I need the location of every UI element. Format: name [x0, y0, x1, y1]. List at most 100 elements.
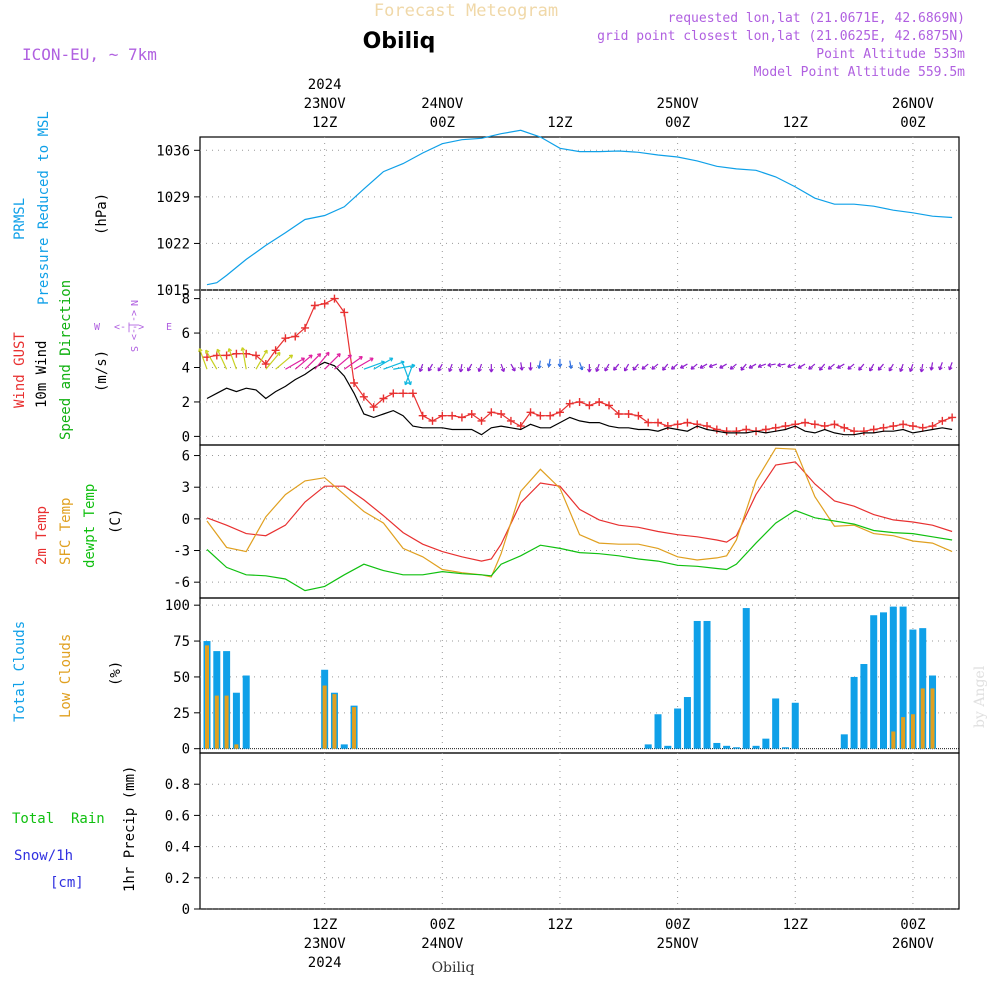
y-tick-label: 0.6 [165, 808, 190, 824]
wind-arrow [595, 363, 600, 372]
footer-location: Obiliq [432, 960, 475, 976]
wind-arrow [699, 363, 708, 369]
wind-arrow [729, 363, 737, 370]
total-cloud-bar [674, 708, 682, 749]
gust-marker [889, 422, 898, 431]
gust-marker [899, 420, 908, 429]
wind-arrow-head [557, 363, 563, 368]
wind-arrow-head [613, 366, 618, 371]
y-tick-label: 1036 [156, 143, 190, 159]
wind-arrow [758, 363, 767, 368]
total-cloud-bar [762, 738, 770, 749]
top-time-axis: 2024 23NOV 12Z 24NOV 00Z 12Z 25NOV 00Z 12Z 26NOV 0… [304, 77, 935, 131]
wind-arrow [353, 357, 374, 370]
low-cloud-bar [910, 714, 915, 749]
time-label: 12Z [547, 115, 572, 131]
wind-arrow-head [690, 365, 695, 370]
wind-arrow [314, 351, 330, 370]
wind-arrow-head [797, 364, 802, 369]
gust-marker [369, 403, 378, 412]
wind-arrow [343, 356, 363, 370]
precip-panel [199, 752, 960, 910]
total-clouds-label: Total Clouds [12, 621, 28, 722]
wind-arrow [740, 363, 747, 371]
low-cloud-bar [234, 744, 239, 749]
wind-arrow-head [869, 367, 874, 372]
low-cloud-bar [920, 688, 925, 749]
cloud-unit: (%) [108, 661, 124, 686]
wind-arrow [265, 351, 281, 370]
wind-arrow [373, 357, 394, 370]
bottom-time-axis: 12Z 23NOV 2024 00Z 24NOV 12Z 00Z 25NOV 12Z 00Z 26N… [304, 917, 935, 971]
total-cloud-bar [664, 745, 672, 749]
series-line-dewpt-temp [206, 509, 953, 592]
wind-unit: (m/s) [94, 350, 110, 392]
wind-arrow-head [404, 381, 409, 386]
low-cloud-bar [901, 717, 906, 749]
wind-arrow [216, 349, 228, 370]
wind-arrow [205, 349, 218, 370]
y-tick-label: 100 [165, 598, 190, 614]
gust-marker [859, 427, 868, 436]
wind-arrow [797, 363, 806, 369]
temp-sfc-label: SFC Temp [58, 498, 74, 565]
wind-arrow [228, 348, 237, 370]
series-line-sfc-temp [206, 447, 953, 578]
gust-marker [506, 416, 515, 425]
wind-arrow-head [777, 362, 782, 368]
wind-arrow [448, 363, 453, 372]
gust-marker [663, 422, 672, 431]
compass-rose: N S W E <-|-> <-|-> [94, 300, 172, 352]
wind-arrow-head [198, 348, 203, 353]
wind-arrow [604, 363, 610, 372]
gust-marker [928, 422, 937, 431]
y-tick-label: 25 [173, 706, 190, 722]
wind-arrow [787, 363, 796, 368]
total-cloud-bar [840, 734, 848, 749]
wind-arrow [909, 363, 914, 372]
y-tick-label: 0.2 [165, 871, 190, 887]
wind-arrow [363, 361, 385, 370]
gust-marker [693, 420, 702, 429]
time-label: 00Z [665, 917, 690, 933]
y-tick-label: -6 [173, 575, 190, 591]
gust-marker [781, 422, 790, 431]
temp-2m-label: 2m Temp [34, 506, 50, 565]
wind-arrow-head [651, 365, 656, 370]
low-cloud-bar [205, 645, 209, 749]
wind-10m-label: 10m Wind [34, 341, 50, 408]
total-cloud-bar [232, 692, 240, 749]
gust-marker [644, 418, 653, 427]
wind-arrow-head [369, 357, 374, 362]
wind-arrow-head [489, 368, 494, 373]
point-altitude: Point Altitude 533m [816, 47, 965, 62]
wind-arrow-head [477, 368, 482, 373]
compass-west: W [94, 322, 101, 333]
wind-arrow-head [240, 347, 246, 352]
gust-marker [918, 423, 927, 432]
gust-marker [408, 389, 417, 398]
gust-marker [261, 360, 270, 369]
wind-arrow [939, 362, 943, 371]
wind-arrow-head [227, 348, 232, 353]
wind-arrow [748, 363, 757, 369]
wind-arrow-head [467, 367, 472, 372]
wind-arrow-head [899, 368, 904, 373]
wind-arrow-head [216, 348, 221, 353]
gust-marker [850, 427, 859, 436]
gust-marker [722, 427, 731, 436]
wind-arrow-head [632, 366, 637, 371]
wind-arrow-head [604, 367, 609, 372]
wind-arrow-head [662, 366, 667, 371]
wind-arrow [500, 363, 505, 372]
wind-arrow-head [568, 365, 573, 369]
y-tick-label: 0 [182, 742, 190, 758]
y-tick-label: 0 [182, 429, 190, 445]
total-cloud-bar [742, 608, 750, 749]
compass-ns-arrow: <-|-> [128, 310, 139, 340]
clouds-panel [199, 597, 960, 754]
wind-arrow-head [205, 349, 210, 354]
wind-arrow [888, 363, 894, 372]
compass-east: E [166, 322, 172, 333]
series-line-10m-wind [206, 361, 953, 436]
